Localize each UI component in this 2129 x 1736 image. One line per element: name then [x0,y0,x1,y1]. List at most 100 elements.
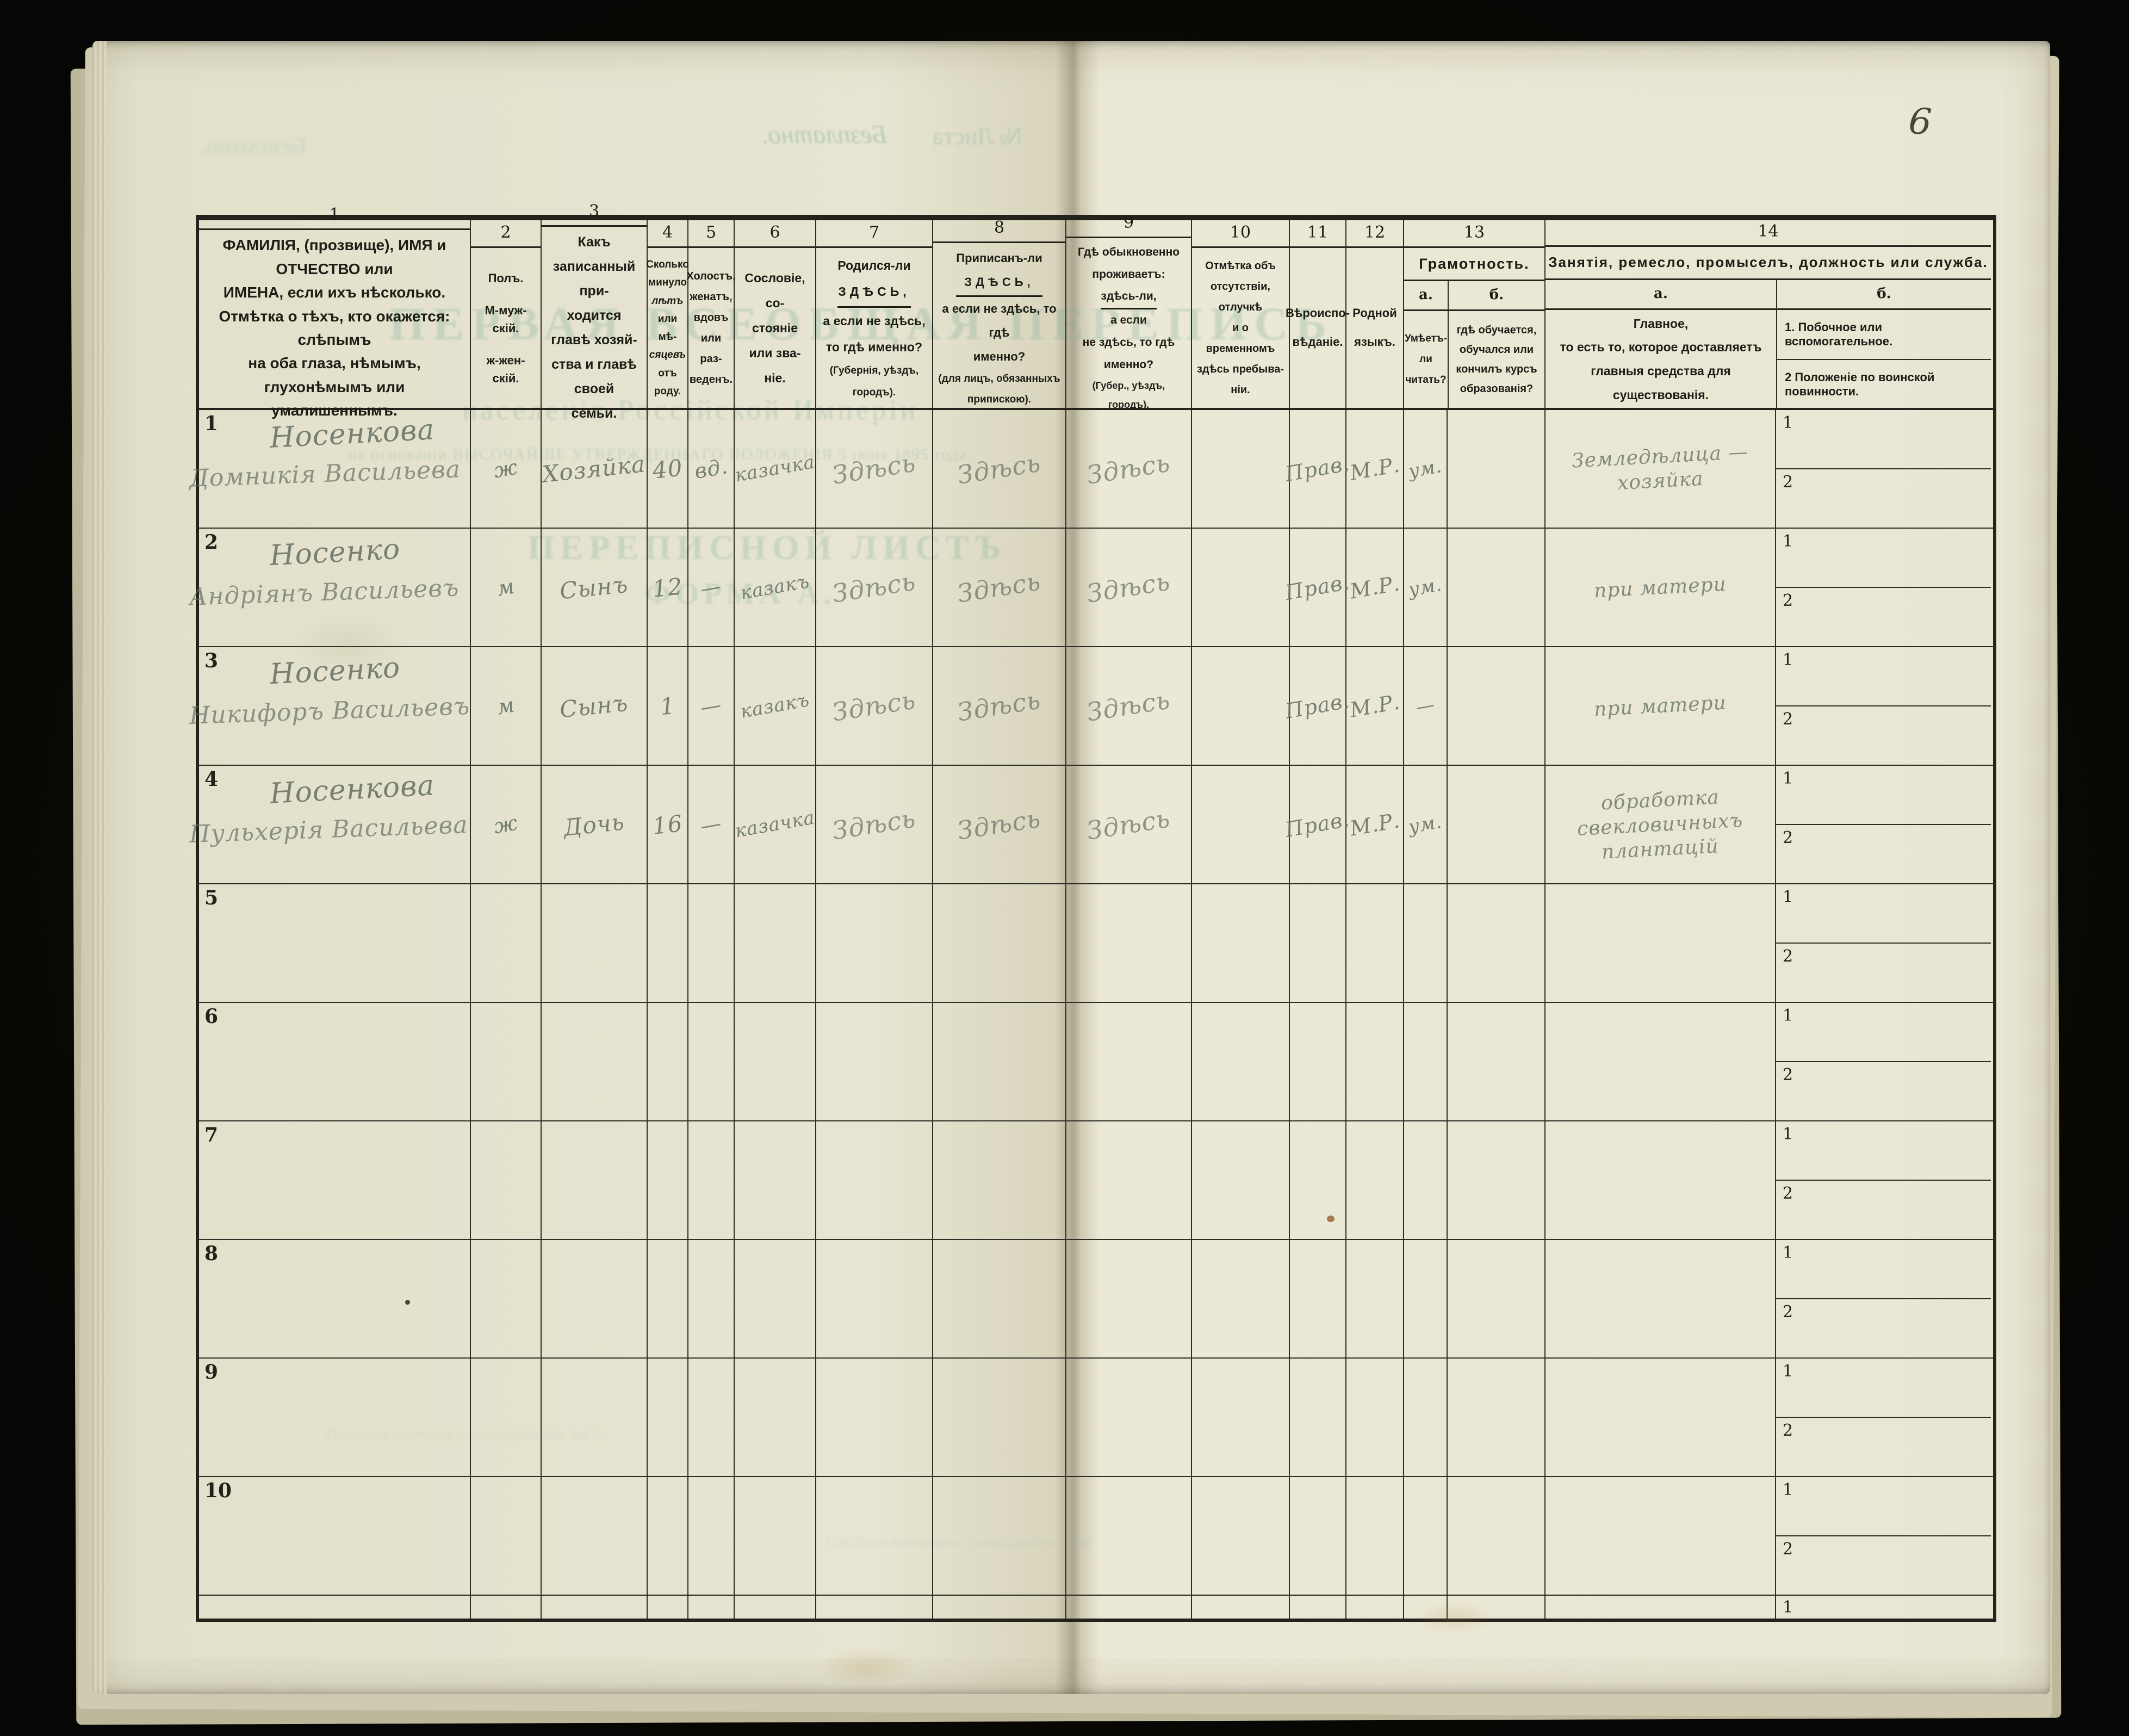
cell-can-read [1404,1477,1448,1595]
cell-language: М.Р. [1346,647,1404,765]
table-row: 4 Носенкова Пульхерія Васильева ж Дочь 1… [189,766,1993,884]
subcell-side-occupation: 1 [1776,1003,1991,1062]
cell-language [1346,1359,1404,1476]
subcell-military-status: 2 [1776,706,1991,765]
cell-relation: Сынъ [542,647,648,765]
cell-main-occupation: Земледѣлица — хозяйка [1545,410,1776,528]
cell-born-here: Здѣсь [816,647,933,765]
cell-marital-status: — [688,647,735,765]
cell-education [1448,1121,1545,1239]
row-number: 1 [204,412,219,435]
cell-estate [735,884,816,1002]
cell-relation [542,1003,648,1120]
subcell-military-status: 2 [1776,1299,1991,1357]
cell-age [648,1240,688,1357]
cell-estate: казачка [734,766,816,883]
cell-registered-here: Здѣсь [933,647,1066,765]
cell-registered-here [933,1240,1066,1357]
subcell-side-occupation: 1 [1776,647,1991,706]
cell-registered-here [933,1477,1066,1595]
cell-language: М.Р. [1346,766,1404,883]
cell-born-here [816,1240,933,1357]
cell-secondary-occupation: 1 2 [1776,1121,1991,1239]
cell-born-here: Здѣсь [816,766,933,883]
subcell-military-status: 2 [1776,1181,1991,1239]
cell-language [1346,1477,1404,1595]
subcell-side-occupation: 1 [1776,1359,1991,1418]
cell-faith [1290,1240,1346,1357]
cell-estate: казачка [734,410,816,528]
cell-marital-status: — [688,529,735,646]
showthrough-free-of-charge-2: Безплатно. [201,134,307,159]
header-name-column: 1 ФАМИЛІЯ, (прозвище), ИМЯ и ОТЧЕСТВО ил… [199,205,471,419]
subrow-label-1: 1 [1783,1125,1793,1144]
showthrough-free-of-charge: Безплатно. [761,120,887,149]
showthrough-sheet-number: № Листа [933,123,1023,150]
row-number: 7 [204,1124,219,1146]
cell-residence: Здѣсь [1066,410,1192,528]
cell-sex [471,1359,542,1476]
cell-faith [1290,1477,1346,1595]
subcell-military-status: 2 [1776,1418,1991,1476]
census-table: 1 ФАМИЛІЯ, (прозвище), ИМЯ и ОТЧЕСТВО ил… [189,202,1996,1622]
cell-absence-note [1192,1240,1290,1357]
cell-marital-status [688,1477,735,1595]
subrow-label-1: 1 [1783,1480,1793,1499]
cell-age: 1 [648,647,688,765]
cell-marital-status [688,1121,735,1239]
subrow-label-1: 1 [1783,532,1793,551]
cell-age: 12 [648,529,688,646]
subcell-military-status: 2 [1776,944,1991,1002]
header-occupation-secondary: б. 1. Побочное или вспомогательное. 2 По… [1776,280,1991,410]
cell-can-read [1404,1003,1448,1120]
cell-can-read [1404,1121,1448,1239]
cell-sex: ж [471,410,542,528]
subrow-label-2: 2 [1783,1065,1793,1084]
cell-secondary-occupation: 1 2 [1776,1359,1991,1476]
row-number: 5 [204,886,219,909]
cell-estate [735,1003,816,1120]
given-name-handwriting: Пульхерія Васильева [189,811,469,848]
cell-name: 8 [199,1240,471,1357]
cell-age [648,884,688,1002]
header-faith-column: 11 Вѣроиспо-вѣданіе. [1286,220,1350,408]
header-secondary-occupation: 1. Побочное или вспомогательное. [1777,310,1991,360]
subrow-label-2: 2 [1783,1303,1793,1322]
header-absence-column: 10 Отмѣтка объ отсутствіи, отлучкѣ и о вр… [1192,220,1290,408]
cell-relation [542,1121,648,1239]
subrow-label-2: 2 [1783,1540,1793,1559]
subrow-label-2: 2 [1783,591,1793,610]
row-number: 2 [204,531,219,554]
cell-name: 10 [199,1477,471,1595]
cell-name: 7 [199,1121,471,1239]
cell-age: 16 [648,766,688,883]
subrow-label-2: 2 [1783,473,1793,492]
cell-sex: ж [471,766,542,883]
cell-born-here [816,1359,933,1476]
subcell-military-status: 2 [1776,588,1991,646]
cell-born-here: Здѣсь [816,410,933,528]
subrow-label-1: 1 [1783,888,1793,907]
cell-can-read [1404,1240,1448,1357]
cell-registered-here: Здѣсь [933,766,1066,883]
cell-sex [471,1240,542,1357]
cell-can-read: — [1404,647,1448,765]
cell-absence-note [1192,410,1290,528]
subcell-side-occupation: 1 [1776,410,1991,469]
cell-language [1346,1240,1404,1357]
header-literacy-reads: а. Умѣетъ-ли читать? [1404,281,1448,408]
cell-faith [1290,884,1346,1002]
table-row: 5 1 2 [199,884,1993,1003]
cell-estate [735,1477,816,1595]
cell-name: 5 [199,884,471,1002]
cell-sex [471,1121,542,1239]
page-number-handwritten: 6 [1907,100,1933,144]
cell-born-here [816,1003,933,1120]
cell-language [1346,1121,1404,1239]
given-name-handwriting: Домникія Васильева [189,455,461,493]
census-page: Безплатно. № Листа Безплатно. ПЕРВАЯ ВСЕ… [92,41,2050,1694]
header-relation-column: 3 Какъ записанный при-ходится главѣ хозя… [542,202,648,421]
cell-sex: м [471,529,542,646]
cell-name: 6 [199,1003,471,1120]
cell-relation [542,1359,648,1476]
